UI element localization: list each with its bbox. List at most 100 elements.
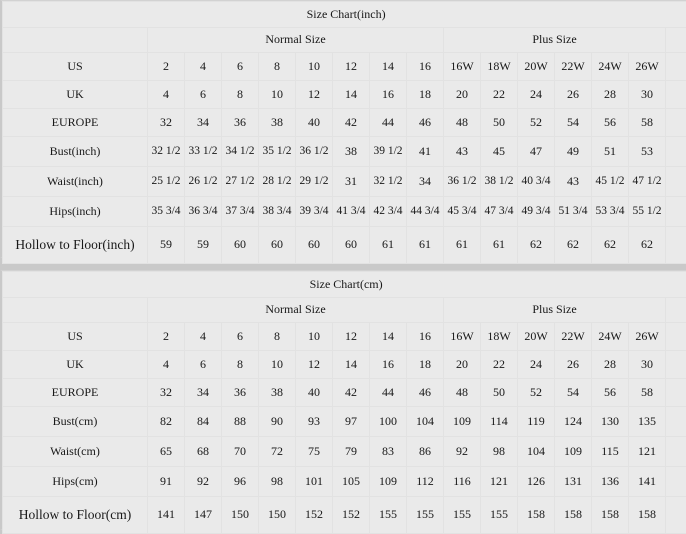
row-label-waist-inch: Waist(inch) — [3, 167, 148, 197]
cell-bust-cm-3: 90 — [259, 407, 296, 437]
cell-waist-cm-2: 70 — [222, 437, 259, 467]
cell-uk-0: 4 — [148, 351, 185, 379]
cell-waist-cm-4: 75 — [296, 437, 333, 467]
cell-hollow-to-floor-cm-0: 141 — [148, 497, 185, 534]
cell-bust-inch-5: 38 — [333, 137, 370, 167]
cell-waist-inch-9: 38 1/2 — [481, 167, 518, 197]
cell-hollow-to-floor-cm-6: 155 — [370, 497, 407, 534]
cell-hips-inch-13: 55 1/2 — [629, 197, 666, 227]
cell-europe-6: 44 — [370, 379, 407, 407]
cell-bust-cm-12: 130 — [592, 407, 629, 437]
cell-hips-cm-12: 136 — [592, 467, 629, 497]
cell-us-13: 26W — [629, 53, 666, 81]
cell-us-0: 2 — [148, 53, 185, 81]
cell-hips-cm-0: 91 — [148, 467, 185, 497]
cell-uk-5: 14 — [333, 351, 370, 379]
cell-uk-2: 8 — [222, 81, 259, 109]
cell-bust-inch-9: 45 — [481, 137, 518, 167]
row-label-hips-inch: Hips(inch) — [3, 197, 148, 227]
cell-uk-5: 14 — [333, 81, 370, 109]
row-label-uk: UK — [3, 351, 148, 379]
cell-hips-inch-0: 35 3/4 — [148, 197, 185, 227]
cell-uk-7: 18 — [407, 351, 444, 379]
cell-bust-inch-3: 35 1/2 — [259, 137, 296, 167]
cell-europe-0: 32 — [148, 379, 185, 407]
cell-us-10: 20W — [518, 53, 555, 81]
row-filler — [666, 53, 686, 81]
row-label-bust-cm: Bust(cm) — [3, 407, 148, 437]
chart-title: Size Chart(inch) — [3, 2, 686, 28]
cell-waist-cm-12: 115 — [592, 437, 629, 467]
cell-bust-cm-11: 124 — [555, 407, 592, 437]
cell-hollow-to-floor-cm-10: 158 — [518, 497, 555, 534]
cell-bust-inch-1: 33 1/2 — [185, 137, 222, 167]
cell-us-9: 18W — [481, 323, 518, 351]
group-header-corner — [3, 28, 148, 53]
cell-hips-inch-2: 37 3/4 — [222, 197, 259, 227]
row-label-waist-cm: Waist(cm) — [3, 437, 148, 467]
cell-hips-inch-1: 36 3/4 — [185, 197, 222, 227]
cell-hips-cm-4: 101 — [296, 467, 333, 497]
cell-hips-inch-3: 38 3/4 — [259, 197, 296, 227]
cell-us-2: 6 — [222, 323, 259, 351]
cell-uk-9: 22 — [481, 81, 518, 109]
cell-bust-cm-6: 100 — [370, 407, 407, 437]
row-label-uk: UK — [3, 81, 148, 109]
cell-europe-2: 36 — [222, 109, 259, 137]
cell-europe-11: 54 — [555, 109, 592, 137]
cell-us-1: 4 — [185, 53, 222, 81]
cell-hips-cm-2: 96 — [222, 467, 259, 497]
cell-waist-cm-9: 98 — [481, 437, 518, 467]
cell-us-4: 10 — [296, 53, 333, 81]
cell-hollow-to-floor-cm-13: 158 — [629, 497, 666, 534]
cell-uk-6: 16 — [370, 81, 407, 109]
cell-waist-inch-5: 31 — [333, 167, 370, 197]
row-filler — [666, 137, 686, 167]
cell-europe-13: 58 — [629, 109, 666, 137]
cell-bust-cm-8: 109 — [444, 407, 481, 437]
cell-waist-inch-10: 40 3/4 — [518, 167, 555, 197]
chart-title: Size Chart(cm) — [3, 272, 686, 298]
cell-europe-1: 34 — [185, 109, 222, 137]
cell-hips-inch-10: 49 3/4 — [518, 197, 555, 227]
group-header-corner — [3, 298, 148, 323]
cell-us-5: 12 — [333, 323, 370, 351]
cell-hips-inch-11: 51 3/4 — [555, 197, 592, 227]
cell-us-5: 12 — [333, 53, 370, 81]
cell-hips-cm-7: 112 — [407, 467, 444, 497]
cell-us-1: 4 — [185, 323, 222, 351]
cell-hips-inch-4: 39 3/4 — [296, 197, 333, 227]
cell-hips-cm-8: 116 — [444, 467, 481, 497]
cell-us-6: 14 — [370, 323, 407, 351]
group-header-filler — [666, 28, 686, 53]
cell-hips-cm-11: 131 — [555, 467, 592, 497]
cell-europe-10: 52 — [518, 109, 555, 137]
cell-uk-7: 18 — [407, 81, 444, 109]
row-label-europe: EUROPE — [3, 379, 148, 407]
cell-europe-8: 48 — [444, 379, 481, 407]
cell-waist-inch-11: 43 — [555, 167, 592, 197]
cell-uk-6: 16 — [370, 351, 407, 379]
cell-uk-10: 24 — [518, 351, 555, 379]
cell-us-7: 16 — [407, 323, 444, 351]
cell-uk-12: 28 — [592, 351, 629, 379]
row-filler — [666, 227, 686, 264]
cell-bust-inch-7: 41 — [407, 137, 444, 167]
cell-waist-inch-12: 45 1/2 — [592, 167, 629, 197]
cell-europe-6: 44 — [370, 109, 407, 137]
cell-hollow-to-floor-inch-11: 62 — [555, 227, 592, 264]
cell-uk-12: 28 — [592, 81, 629, 109]
chart-title-row: Size Chart(inch) — [3, 2, 686, 28]
group-header-normal-size: Normal Size — [148, 28, 444, 53]
cell-us-3: 8 — [259, 323, 296, 351]
cell-europe-9: 50 — [481, 109, 518, 137]
cell-waist-cm-7: 86 — [407, 437, 444, 467]
